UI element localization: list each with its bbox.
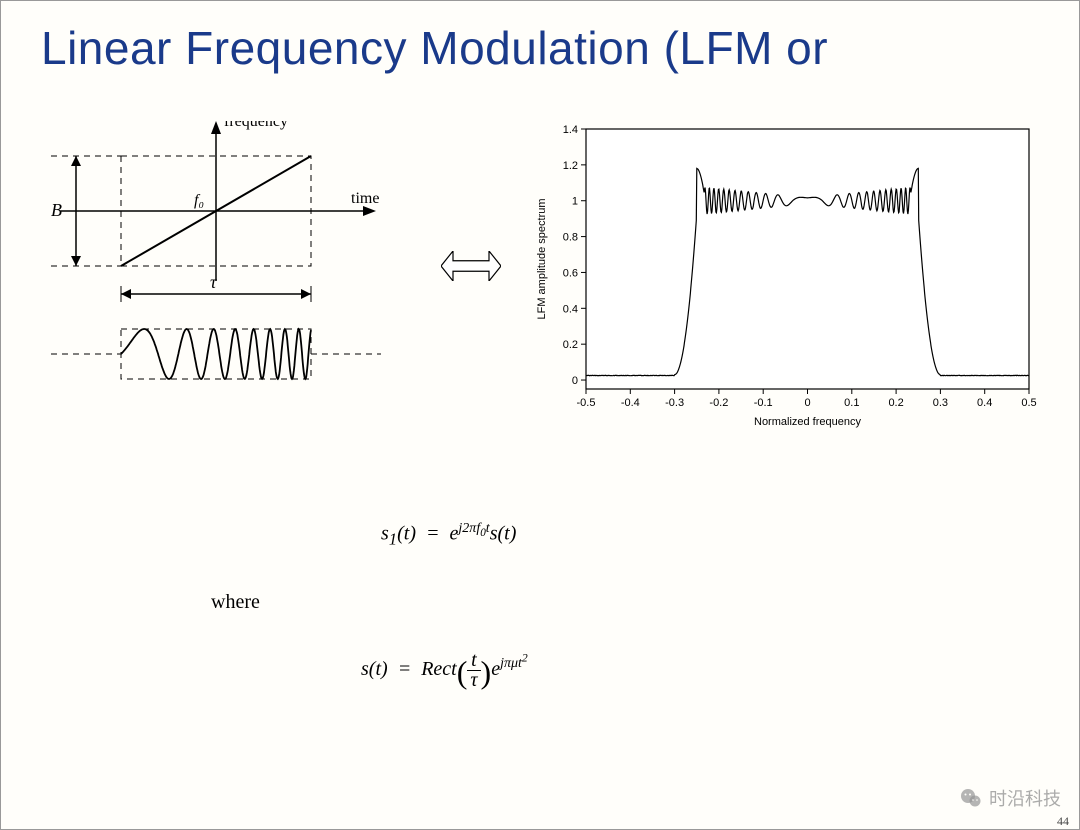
svg-text:time: time xyxy=(351,190,379,207)
svg-text:-0.5: -0.5 xyxy=(577,397,596,409)
svg-text:LFM amplitude spectrum: LFM amplitude spectrum xyxy=(536,198,548,319)
slide-title: Linear Frequency Modulation (LFM or xyxy=(41,21,828,75)
watermark: 时沿科技 xyxy=(959,785,1061,811)
svg-text:1: 1 xyxy=(572,196,578,208)
svg-text:0.2: 0.2 xyxy=(888,397,903,409)
svg-text:-0.2: -0.2 xyxy=(709,397,728,409)
svg-text:0.8: 0.8 xyxy=(563,232,578,244)
lfm-chirp-diagram: frequency time f₀ Bτ xyxy=(41,121,401,461)
svg-text:-0.4: -0.4 xyxy=(621,397,640,409)
svg-text:0: 0 xyxy=(572,375,578,387)
svg-text:0.3: 0.3 xyxy=(933,397,948,409)
wechat-icon xyxy=(959,786,983,810)
svg-text:0.5: 0.5 xyxy=(1021,397,1036,409)
svg-text:frequency: frequency xyxy=(224,121,288,130)
watermark-text: 时沿科技 xyxy=(989,785,1061,811)
equation-s1: s1(t) = ej2πf0ts(t) xyxy=(381,521,516,550)
slide-page: Linear Frequency Modulation (LFM or freq… xyxy=(0,0,1080,830)
equation-where: where xyxy=(211,591,260,614)
svg-text:0.1: 0.1 xyxy=(844,397,859,409)
lfm-spectrum-chart: -0.5 -0.4 -0.3 -0.2 -0.1 0 0.1 0.2 0.3 0.4 0.5 0 0.2… xyxy=(531,121,1041,431)
svg-text:f₀: f₀ xyxy=(194,192,204,209)
svg-text:B: B xyxy=(51,200,62,220)
svg-text:-0.3: -0.3 xyxy=(665,397,684,409)
svg-text:0.6: 0.6 xyxy=(563,267,578,279)
page-number: 44 xyxy=(1057,814,1069,829)
svg-text:0.4: 0.4 xyxy=(563,303,578,315)
equivalence-arrow-icon xyxy=(441,251,501,281)
svg-text:0: 0 xyxy=(804,397,810,409)
svg-text:1.2: 1.2 xyxy=(563,160,578,172)
svg-text:0.4: 0.4 xyxy=(977,397,992,409)
svg-text:0.2: 0.2 xyxy=(563,339,578,351)
equation-s: s(t) = Rect(tτ)ejπμt2 xyxy=(361,651,528,691)
svg-text:-0.1: -0.1 xyxy=(754,397,773,409)
svg-text:1.4: 1.4 xyxy=(563,124,578,136)
svg-text:Normalized frequency: Normalized frequency xyxy=(754,416,861,428)
svg-text:τ: τ xyxy=(210,272,217,292)
